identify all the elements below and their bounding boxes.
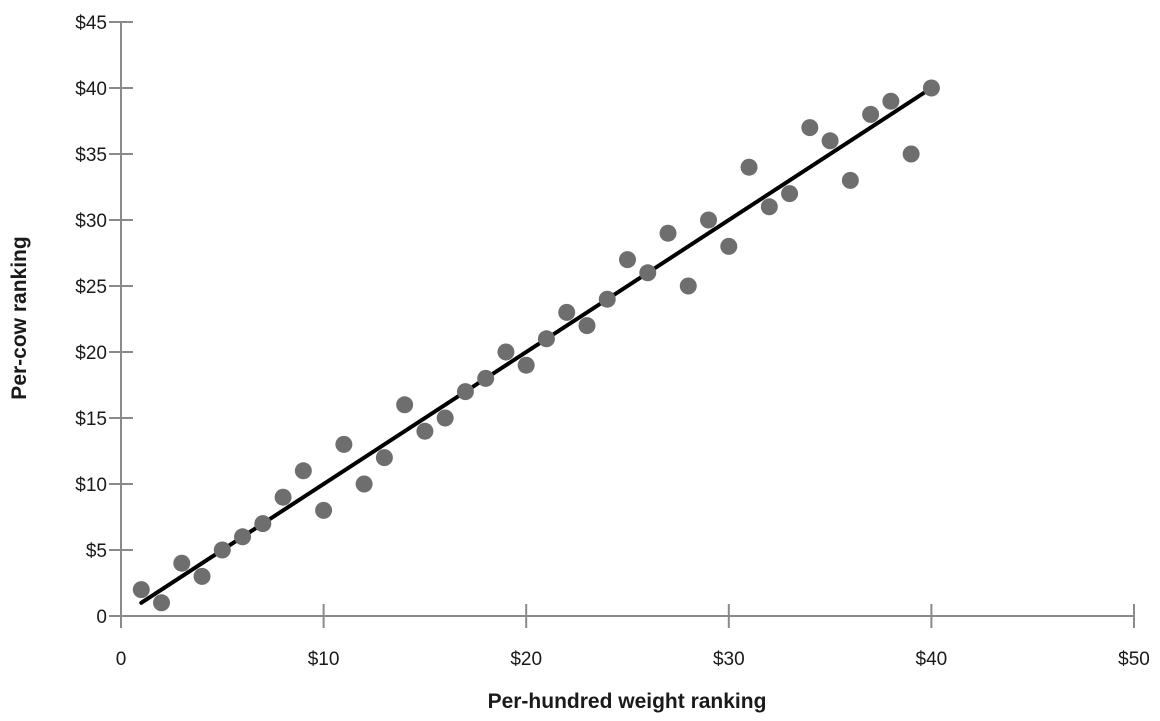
y-tick-label: $20 (75, 343, 107, 364)
data-point (355, 475, 373, 493)
data-point (558, 303, 576, 321)
y-tick-label: 0 (96, 607, 107, 628)
data-point (497, 343, 515, 361)
data-point (375, 449, 393, 467)
data-point (517, 356, 535, 374)
data-points (132, 79, 940, 612)
x-axis: 0 $10 $20 $30 $40 $50 (116, 604, 1150, 670)
data-point (436, 409, 454, 427)
y-tick-label: $35 (75, 145, 107, 166)
data-point (456, 383, 474, 401)
x-tick-label: $40 (916, 649, 948, 670)
y-tick-label: $15 (75, 409, 107, 430)
data-point (639, 264, 657, 282)
data-point (922, 79, 940, 97)
trend-line-group (139, 86, 934, 605)
x-axis-title: Per-hundred weight ranking (488, 690, 767, 713)
data-point (740, 158, 758, 176)
data-point (537, 330, 555, 348)
x-tick-label: 0 (116, 649, 127, 670)
y-axis-title: Per-cow ranking (8, 236, 31, 399)
data-point (700, 211, 718, 229)
data-point (396, 396, 414, 414)
data-point (760, 198, 778, 216)
y-axis: 0 $5 $10 $15 $20 $25 $30 $35 $40 $45 (75, 13, 133, 628)
data-point (598, 290, 616, 308)
data-point (234, 528, 252, 546)
data-point (902, 145, 920, 163)
y-tick-label: $30 (75, 211, 107, 232)
data-point (477, 369, 495, 387)
data-point (274, 488, 292, 506)
data-point (882, 92, 900, 110)
data-point (193, 567, 211, 585)
data-point (254, 515, 272, 533)
trend-line (139, 86, 934, 605)
x-tick-label: $20 (510, 649, 542, 670)
data-point (173, 554, 191, 572)
y-tick-label: $25 (75, 277, 107, 298)
data-point (619, 251, 636, 269)
data-point (841, 171, 859, 189)
data-point (294, 462, 312, 480)
data-point (720, 237, 738, 255)
data-point (416, 422, 434, 440)
data-point (153, 594, 171, 612)
data-point (578, 317, 596, 335)
data-point (659, 224, 677, 242)
y-tick-label: $5 (86, 541, 107, 562)
data-point (781, 185, 799, 203)
y-tick-label: $40 (75, 79, 107, 100)
data-point (132, 581, 150, 599)
x-tick-label: $10 (308, 649, 340, 670)
x-tick-label: $30 (713, 649, 745, 670)
data-point (679, 277, 697, 295)
x-tick-label: $50 (1118, 649, 1150, 670)
data-point (862, 105, 880, 123)
y-tick-label: $45 (75, 13, 107, 34)
data-point (213, 541, 231, 559)
data-point (821, 132, 839, 150)
y-tick-label: $10 (75, 475, 107, 496)
data-point (801, 119, 819, 137)
data-point (335, 435, 353, 453)
data-point (315, 501, 333, 519)
